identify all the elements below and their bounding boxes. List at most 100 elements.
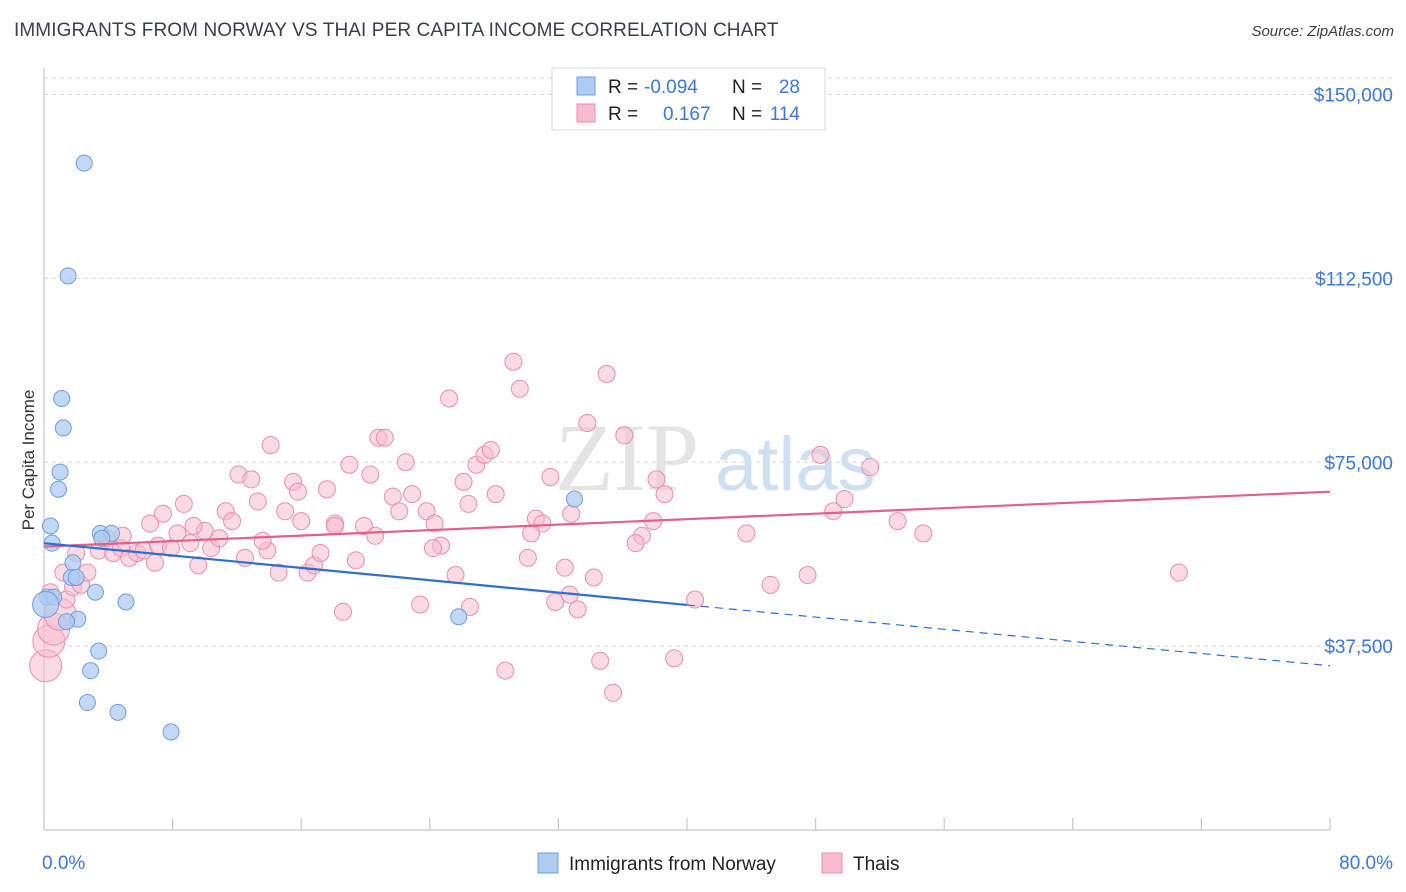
thai-point [737, 524, 756, 543]
thai-point [914, 524, 933, 543]
thai-point [811, 445, 830, 464]
thai-point [835, 490, 854, 509]
norway-point [49, 480, 67, 498]
legend-n-value-thai: 114 [770, 104, 801, 125]
thai-point [411, 595, 430, 614]
legend-swatch-norway [576, 76, 596, 96]
thai-point [366, 526, 385, 545]
thai-point [798, 566, 817, 585]
x-tick-label-min: 0.0% [42, 853, 85, 874]
thai-point [325, 517, 344, 535]
thai-point [555, 558, 574, 577]
thai-point [604, 683, 623, 702]
norway-trend-extension [686, 604, 1331, 667]
thai-point [686, 590, 705, 609]
legend-r-label-thai: R = [608, 104, 638, 125]
thai-point [361, 465, 380, 484]
trend-lines [43, 490, 1331, 667]
norway-point [86, 583, 104, 601]
norway-point [32, 590, 60, 618]
norway-point [162, 723, 180, 741]
legend-n-value-norway: 28 [779, 77, 800, 98]
thai-point [446, 566, 465, 585]
norway-point [51, 463, 69, 481]
legend-n-label-thai: N = [732, 104, 762, 125]
norway-point [54, 419, 72, 437]
bottom-legend-swatch-norway [537, 852, 559, 874]
thai-point [504, 352, 523, 371]
thai-point [340, 455, 359, 474]
thai-point [424, 539, 443, 558]
thai-point [390, 502, 409, 521]
thai-point [562, 504, 581, 523]
thai-point [248, 492, 267, 511]
thai-point [317, 480, 336, 499]
legend-n-label-norway: N = [732, 77, 762, 98]
thai-point [578, 414, 597, 433]
thai-point [655, 485, 674, 504]
thai-point [292, 512, 311, 531]
thai-point [242, 470, 261, 489]
thai-point [522, 524, 541, 543]
thai-point [288, 482, 307, 501]
thai-point [333, 602, 352, 621]
thai-point [665, 649, 684, 668]
y-tick-label: $150,000 [1314, 86, 1393, 107]
thai-point [311, 543, 330, 562]
thai-point [153, 504, 172, 523]
thai-point [269, 563, 288, 582]
thai-point [460, 597, 479, 616]
thai-point [761, 575, 780, 594]
thai-point [261, 436, 280, 455]
norway-point [59, 267, 77, 285]
y-tick-label: $112,500 [1315, 269, 1393, 290]
thai-point [181, 534, 200, 553]
norway-point [41, 517, 59, 535]
thai-point [597, 365, 616, 383]
tick-labels: $37,500 $75,000 $112,500 $150,000 0.0% 80.0% [42, 86, 1393, 874]
thai-point [541, 467, 560, 486]
norway-trend-line [43, 542, 688, 607]
thai-point [184, 517, 203, 535]
thai-point [145, 553, 164, 572]
bottom-legend-label-thai: Thais [853, 854, 899, 875]
norway-point [58, 613, 76, 631]
norway-point [78, 694, 96, 712]
thai-point [591, 651, 610, 670]
norway-points [32, 154, 583, 741]
thai-point [440, 389, 459, 408]
bottom-legend-swatch-thai [821, 852, 843, 874]
norway-point [117, 593, 135, 611]
norway-point [109, 703, 127, 721]
thai-point [518, 548, 537, 567]
bottom-legend-label-norway: Immigrants from Norway [569, 854, 776, 875]
thai-point [888, 512, 907, 531]
thai-point [253, 531, 272, 550]
norway-point [565, 490, 583, 508]
thai-point [510, 379, 529, 398]
chart-title: IMMIGRANTS FROM NORWAY VS THAI PER CAPIT… [14, 20, 779, 41]
norway-point [53, 390, 71, 408]
thai-trend-line [43, 490, 1331, 548]
thai-point [626, 534, 645, 553]
thai-point [396, 453, 415, 472]
norway-point [67, 568, 85, 586]
norway-point [93, 529, 111, 547]
series-legend: Immigrants from Norway Thais [537, 852, 899, 875]
norway-point [82, 662, 100, 680]
norway-point [450, 608, 468, 626]
thai-point [546, 593, 565, 611]
thai-point [1169, 563, 1188, 582]
thai-point [824, 502, 843, 521]
legend-r-label-norway: R = [608, 77, 638, 98]
axis-layer [43, 68, 1331, 831]
thai-point [425, 514, 444, 533]
norway-point [75, 154, 93, 172]
thai-point [459, 494, 478, 513]
thai-point [568, 600, 587, 619]
correlation-legend: R = -0.094 N = 28 R = 0.167 N = 114 [551, 67, 826, 131]
x-tick-label-max: 80.0% [1339, 853, 1393, 874]
legend-swatch-thai [576, 103, 596, 123]
y-tick-label: $37,500 [1324, 637, 1393, 658]
